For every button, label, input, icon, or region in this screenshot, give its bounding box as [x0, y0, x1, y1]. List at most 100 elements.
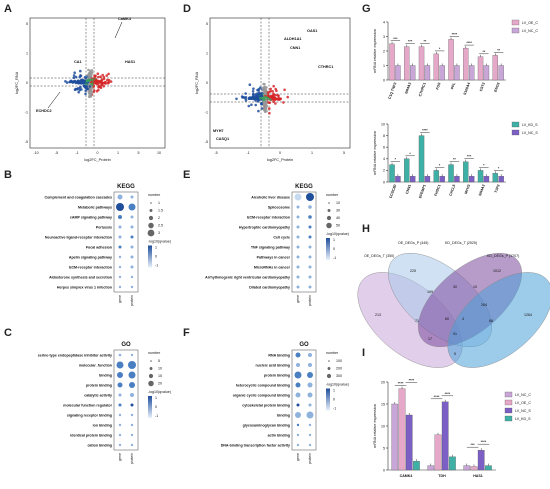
bar [477, 450, 485, 471]
category-label: DNA-binding transcription factor activit… [221, 443, 290, 447]
category-label: Alcoholic liver disease [251, 195, 290, 199]
significance-label: **** [434, 395, 440, 399]
category-label: C1Q TNF3 [388, 82, 398, 100]
bar [439, 65, 445, 81]
bar [433, 53, 439, 81]
data-point [88, 76, 92, 80]
category-label: FOS [435, 81, 441, 90]
data-point [274, 102, 277, 105]
category-label: binding [99, 373, 112, 377]
color-legend-tick: 1 [333, 238, 335, 242]
data-point [73, 71, 76, 74]
dot-protein [130, 443, 134, 447]
annotation-label: CTHRC1 [318, 65, 333, 69]
data-point [254, 103, 257, 107]
dot-protein [308, 215, 312, 219]
data-point [278, 98, 281, 101]
data-point [71, 81, 74, 84]
dot-gene [296, 443, 300, 447]
panel-label-e: E [183, 169, 190, 181]
bar [433, 170, 439, 183]
data-point [101, 73, 104, 77]
bar [439, 176, 445, 183]
bar [418, 46, 425, 81]
category-label: catalytic activity [84, 393, 112, 397]
y-tick-label: 6 [383, 146, 385, 150]
legend-label: LV_NC_S [522, 131, 538, 135]
data-point [76, 81, 80, 85]
category-label: binding [277, 413, 290, 417]
category-label: NR4A3 [404, 82, 412, 94]
data-point [74, 75, 78, 79]
legend-label: LV_NC_S [515, 409, 531, 413]
data-point [269, 87, 273, 91]
dot-protein [308, 275, 312, 279]
category-label: Spliceosome [268, 205, 290, 209]
data-point [88, 93, 91, 97]
x-axis-label: log2FC_Protein [267, 158, 293, 162]
legend-label: LV_NC_C [515, 393, 531, 397]
data-point [256, 93, 260, 97]
dot-gene [118, 255, 122, 259]
x-axis-label: log2FC_Protein [84, 158, 110, 162]
x-tick-label: -5 [214, 151, 217, 155]
venn-count: 17 [428, 337, 432, 341]
x-tick-label: -10 [33, 151, 38, 155]
category-label: CAMK4 [400, 474, 413, 478]
data-point [263, 102, 267, 105]
dot-gene [295, 392, 301, 398]
color-legend-bar [148, 396, 152, 418]
data-point [263, 85, 267, 89]
category-label: Aldosterone synthesis and secretion [49, 275, 112, 279]
annotation-label: ALDH1A1 [284, 37, 302, 41]
category-label: molecular_function [79, 363, 112, 367]
dot-gene [296, 265, 300, 269]
annotation-arrow [114, 21, 123, 39]
bar [498, 176, 504, 183]
data-point [262, 97, 265, 100]
bar [463, 161, 469, 183]
data-point [90, 69, 94, 72]
data-point [99, 81, 103, 84]
category-label: HAS1 [473, 474, 483, 478]
data-point [247, 104, 251, 108]
data-point [84, 92, 87, 96]
dot-gene [294, 193, 302, 201]
dot-protein [308, 433, 312, 437]
data-point [250, 103, 253, 106]
data-point [242, 95, 245, 99]
data-point [268, 111, 271, 115]
category-label: CST3 [479, 82, 486, 92]
size-legend-label: 5 [158, 359, 160, 363]
data-point [90, 71, 93, 75]
bar [463, 465, 471, 471]
panel-title: KEGG [295, 184, 313, 190]
category-label: ion binding [93, 423, 112, 427]
venn-set [447, 272, 550, 368]
category-label: cAMP signaling pathway [70, 215, 112, 219]
data-point [248, 83, 252, 86]
data-point [72, 74, 76, 77]
significance-label: * [439, 47, 441, 51]
data-point [260, 91, 264, 95]
dot-protein [308, 235, 312, 239]
venn-count: 68 [489, 319, 493, 323]
data-point [90, 78, 94, 81]
size-legend-dot [149, 209, 153, 212]
size-legend-label: 3 [158, 231, 160, 235]
data-point [83, 84, 86, 88]
category-label: Cell cycle [273, 235, 290, 239]
size-legend-dot [328, 360, 330, 362]
annotation-label: ECHDC2 [36, 109, 52, 113]
venn-count: 30 [453, 285, 457, 289]
data-point [107, 80, 111, 84]
data-point [80, 78, 83, 82]
panel-title: KEGG [117, 184, 135, 190]
data-point [244, 92, 247, 95]
dot-protein [306, 193, 314, 201]
venn-set-label: OE_DEGs_T (350) [364, 254, 394, 258]
data-point [83, 75, 87, 79]
category-label: PPL [450, 81, 456, 90]
legend-label: LV_NC_C [522, 29, 538, 33]
dot-protein [130, 245, 134, 249]
